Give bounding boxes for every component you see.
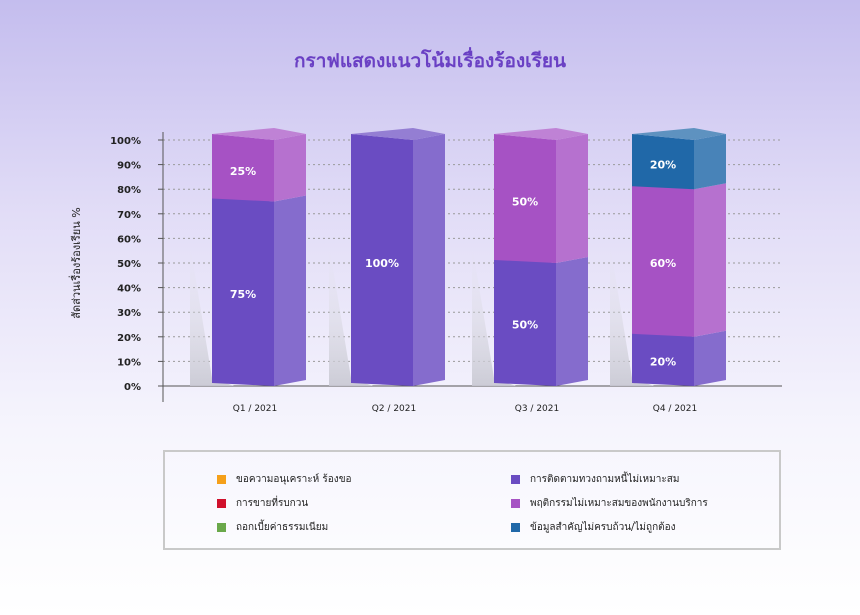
- bar-shadow: [610, 244, 654, 386]
- legend-label: ถอกเบี้ยค่าธรรมเนียม: [236, 522, 329, 533]
- x-tick-label: Q3 / 2021: [515, 404, 559, 414]
- y-tick-label: 60%: [117, 234, 141, 245]
- x-tick-label: Q4 / 2021: [653, 404, 697, 414]
- bar-shadow: [472, 244, 516, 386]
- data-label: 50%: [512, 196, 538, 209]
- bar-segment-side: [694, 183, 726, 337]
- legend-label: ข้อมูลสำคัญไม่ครบถ้วน/ไม่ถูกต้อง: [530, 522, 676, 533]
- data-label: 20%: [650, 355, 676, 368]
- data-label: 25%: [230, 165, 256, 178]
- bar-segment-side: [556, 257, 588, 386]
- y-axis-label: สัดส่วนเรื่องร้องเรียน %: [68, 207, 83, 318]
- legend-swatch: [217, 475, 226, 484]
- bar-segment-front: [632, 134, 694, 190]
- legend-item: การขายที่รบกวน: [217, 496, 308, 511]
- chart-title: กราฟแสดงแนวโน้มเรื่องร้องเรียน: [293, 50, 566, 72]
- legend-swatch: [511, 475, 520, 484]
- bar-shadow: [190, 244, 234, 386]
- legend-item: ขอความอนุเคราะห์ ร้องขอ: [217, 472, 352, 487]
- legend-label: ขอความอนุเคราะห์ ร้องขอ: [236, 474, 352, 485]
- legend-swatch: [511, 499, 520, 508]
- data-label: 75%: [230, 288, 256, 301]
- legend-item: ข้อมูลสำคัญไม่ครบถ้วน/ไม่ถูกต้อง: [511, 520, 676, 535]
- bar-segment-front: [632, 183, 694, 337]
- bar-top-face: [494, 128, 588, 140]
- data-label: 20%: [650, 159, 676, 172]
- bar-shadow: [329, 244, 373, 386]
- bar-segment-side: [694, 134, 726, 190]
- bar-segment-side: [274, 134, 306, 202]
- legend-swatch: [217, 523, 226, 532]
- y-tick-label: 20%: [117, 333, 141, 344]
- bar-top-face: [632, 128, 726, 140]
- y-tick-label: 10%: [117, 357, 141, 368]
- bar-segment-side: [274, 195, 306, 386]
- bar-segment-front: [351, 134, 413, 386]
- y-tick-label: 0%: [124, 382, 141, 393]
- data-label: 60%: [650, 257, 676, 270]
- y-tick-label: 30%: [117, 308, 141, 319]
- legend-label: พฤติกรรมไม่เหมาะสมของพนักงานบริการ: [530, 498, 708, 509]
- chart-legend: ขอความอนุเคราะห์ ร้องขอ การติดตามทวงถามหน…: [163, 450, 781, 550]
- bar-segment-side: [413, 134, 445, 386]
- bar-segment-front: [494, 257, 556, 386]
- x-tick-label: Q1 / 2021: [233, 404, 277, 414]
- bar-segment-front: [632, 330, 694, 386]
- y-tick-label: 90%: [117, 161, 141, 172]
- y-tick-label: 100%: [110, 136, 141, 147]
- legend-label: การติดตามทวงถามหนี้ไม่เหมาะสม: [530, 474, 680, 485]
- legend-swatch: [217, 499, 226, 508]
- bar-segment-side: [694, 330, 726, 386]
- bar-segment-front: [494, 134, 556, 263]
- y-tick-label: 80%: [117, 185, 141, 196]
- data-label: 50%: [512, 319, 538, 332]
- legend-swatch: [511, 523, 520, 532]
- bar-top-face: [351, 128, 445, 140]
- data-label: 100%: [365, 257, 399, 270]
- y-tick-label: 70%: [117, 210, 141, 221]
- x-tick-label: Q2 / 2021: [372, 404, 416, 414]
- y-tick-label: 50%: [117, 259, 141, 270]
- y-tick-label: 40%: [117, 284, 141, 295]
- legend-item: การติดตามทวงถามหนี้ไม่เหมาะสม: [511, 472, 679, 487]
- legend-label: การขายที่รบกวน: [236, 498, 309, 509]
- stacked-bar-chart: 0% 10% 20% 30% 40% 50% 60% 70% 80% 90% 100% สัดส่วน…: [68, 128, 782, 414]
- bar-segment-side: [556, 134, 588, 263]
- legend-item: ถอกเบี้ยค่าธรรมเนียม: [217, 520, 328, 535]
- legend-item: พฤติกรรมไม่เหมาะสมของพนักงานบริการ: [511, 496, 708, 511]
- bar-top-face: [212, 128, 306, 140]
- bar-segment-front: [212, 134, 274, 202]
- bar-segment-front: [212, 195, 274, 386]
